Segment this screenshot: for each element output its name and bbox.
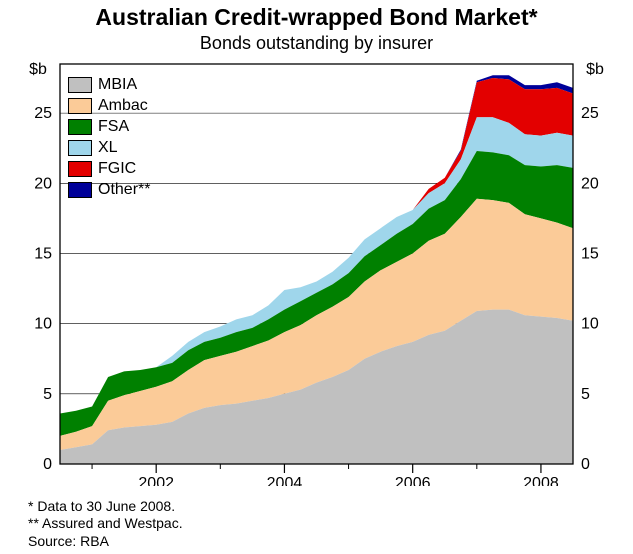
y-tick-label-left: 25 (34, 105, 52, 122)
legend-label: Ambac (98, 97, 148, 115)
legend-swatch (68, 161, 92, 177)
footnotes: * Data to 30 June 2008. ** Assured and W… (28, 498, 183, 551)
footnote-source: Source: RBA (28, 533, 183, 551)
y-tick-label-right: 0 (581, 456, 590, 473)
legend-swatch (68, 119, 92, 135)
chart-subtitle: Bonds outstanding by insurer (0, 33, 633, 54)
legend-item-fgic: FGIC (68, 158, 150, 179)
y-tick-label-right: 5 (581, 386, 590, 403)
legend-label: MBIA (98, 76, 137, 94)
footnote-2: ** Assured and Westpac. (28, 515, 183, 533)
y-axis-unit-left: $b (29, 61, 47, 78)
y-tick-label-right: 10 (581, 316, 599, 333)
footnote-1: * Data to 30 June 2008. (28, 498, 183, 516)
y-tick-label-right: 25 (581, 105, 599, 122)
legend-item-other: Other** (68, 179, 150, 200)
x-tick-label: 2004 (267, 475, 303, 486)
legend-item-xl: XL (68, 137, 150, 158)
legend-item-fsa: FSA (68, 116, 150, 137)
y-tick-label-left: 5 (43, 386, 52, 403)
chart-area: 2002 2004 2006 2008 0 0 5 5 10 10 15 15 20 20 25 25 $b $b… (0, 56, 633, 486)
legend-item-mbia: MBIA (68, 74, 150, 95)
x-tick-label: 2002 (138, 475, 174, 486)
legend-swatch (68, 77, 92, 93)
legend-swatch (68, 140, 92, 156)
x-tick-label: 2006 (395, 475, 431, 486)
chart-title: Australian Credit-wrapped Bond Market* (0, 0, 633, 31)
x-tick-label: 2008 (523, 475, 559, 486)
y-tick-label-left: 20 (34, 175, 52, 192)
y-tick-label-left: 0 (43, 456, 52, 473)
legend-label: XL (98, 139, 118, 157)
y-tick-label-left: 10 (34, 316, 52, 333)
legend-swatch (68, 182, 92, 198)
y-tick-label-right: 15 (581, 245, 599, 262)
legend-swatch (68, 98, 92, 114)
y-axis-unit-right: $b (586, 61, 604, 78)
y-tick-label-right: 20 (581, 175, 599, 192)
y-tick-label-left: 15 (34, 245, 52, 262)
legend-label: FGIC (98, 160, 136, 178)
legend: MBIA Ambac FSA XL FGIC Other** (68, 74, 150, 200)
legend-label: FSA (98, 118, 129, 136)
legend-label: Other** (98, 181, 150, 199)
legend-item-ambac: Ambac (68, 95, 150, 116)
